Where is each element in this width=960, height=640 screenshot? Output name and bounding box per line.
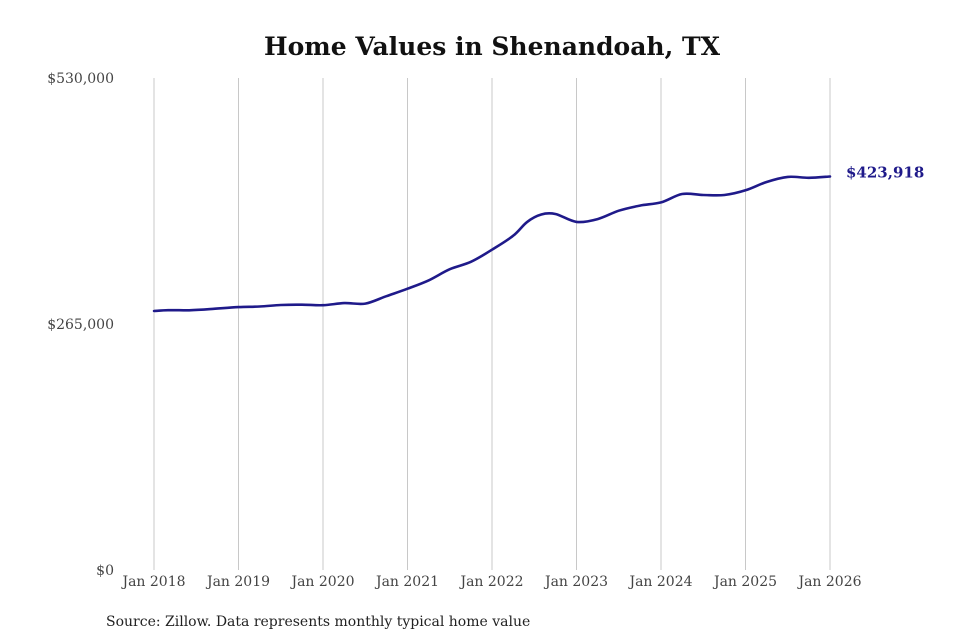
series-layer: $423,918 [152,163,924,313]
chart-title: Home Values in Shenandoah, TX [264,32,721,61]
x-axis-ticks: Jan 2018 Jan 2019 Jan 2020 Jan 2021 Jan 2022… [120,574,861,590]
x-tick-label: Jan 2024 [627,574,692,590]
series-line [152,175,832,313]
x-tick-label: Jan 2021 [374,574,439,590]
x-tick-label: Jan 2019 [205,574,270,590]
source-note: Source: Zillow. Data represents monthly … [106,614,530,630]
y-tick-label: $530,000 [47,71,114,87]
y-tick-label: $0 [96,563,114,579]
x-tick-label: Jan 2026 [796,574,861,590]
x-tick-label: Jan 2018 [120,574,185,590]
x-tick-label: Jan 2020 [289,574,354,590]
x-tick-label: Jan 2023 [543,574,608,590]
y-tick-label: $265,000 [47,317,114,333]
end-value-label: $423,918 [846,163,924,181]
gridlines [153,78,831,570]
y-axis-ticks: $0 $265,000 $530,000 [47,71,114,579]
x-tick-label: Jan 2022 [458,574,523,590]
x-tick-label: Jan 2025 [712,574,777,590]
